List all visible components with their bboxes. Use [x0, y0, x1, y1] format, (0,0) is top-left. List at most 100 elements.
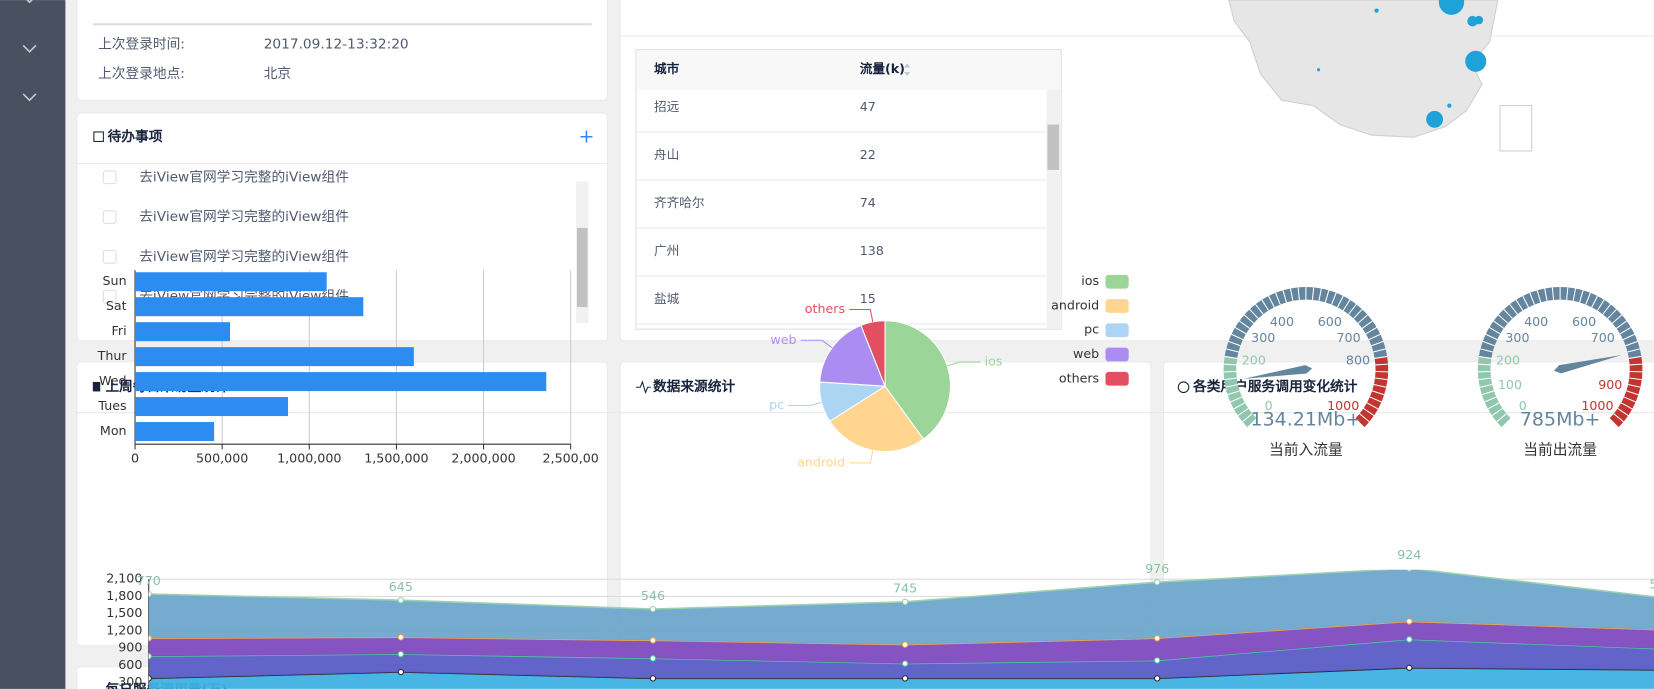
gauge-minor-tick	[1342, 299, 1351, 311]
panel-title: 数据来源统计	[653, 378, 736, 395]
gauge-minor-tick	[1234, 326, 1247, 335]
checkbox[interactable]	[102, 170, 117, 185]
y-tick-label: 1,500	[106, 605, 142, 620]
point	[397, 634, 405, 641]
gauge-minor-tick	[1627, 383, 1641, 388]
gauge-minor-tick	[1226, 348, 1239, 353]
gauge-minor-tick	[1227, 388, 1244, 396]
data-label: 560	[1649, 576, 1654, 591]
pie-label: ios	[985, 354, 1003, 369]
y-tick-label: Tues	[97, 398, 126, 413]
gauge-minor-tick	[1627, 348, 1640, 353]
map-inset	[1499, 105, 1533, 152]
todo-icon	[93, 131, 104, 142]
point	[148, 653, 152, 660]
gauge-minor-tick	[1359, 413, 1370, 423]
panel-icon	[1177, 381, 1190, 394]
point	[1154, 657, 1161, 664]
gauge-minor-tick	[1484, 396, 1497, 403]
legend-label: android	[1051, 297, 1099, 312]
panel-icon	[92, 381, 101, 392]
point	[1406, 664, 1413, 671]
point	[397, 668, 405, 676]
point	[397, 650, 405, 658]
gauge-minor-tick	[1602, 303, 1611, 315]
gauge-minor-tick	[1230, 396, 1243, 403]
gauge-minor-tick	[1515, 299, 1524, 311]
gauge-minor-tick	[1612, 320, 1627, 332]
y-tick-label: Sat	[106, 298, 127, 313]
sidebar-chevrons[interactable]	[22, 0, 37, 102]
gauge-minor-tick	[1622, 388, 1639, 396]
gauge-minor-tick	[1289, 288, 1294, 302]
y-tick-label: Thur	[97, 348, 128, 363]
checkbox[interactable]	[102, 289, 117, 304]
scroll-thumb[interactable]	[1047, 124, 1060, 170]
table-cell: 47	[860, 99, 876, 114]
point	[901, 675, 909, 682]
panel-title: 各类用户服务调用变化统计	[1192, 378, 1358, 395]
gauge-minor-tick	[1529, 292, 1535, 305]
label-line	[800, 339, 833, 349]
gauge-minor-tick	[1228, 340, 1241, 347]
legend-swatch[interactable]	[1105, 347, 1129, 362]
point	[1154, 675, 1161, 682]
legend-swatch[interactable]	[1105, 274, 1129, 289]
y-tick-label: 300	[118, 674, 142, 689]
point	[649, 637, 657, 644]
gauge-minor-tick	[1489, 326, 1501, 335]
gauge-minor-tick	[1485, 333, 1498, 341]
pie-slice	[819, 324, 886, 387]
gauge-minor-tick	[1503, 308, 1513, 319]
legend-swatch[interactable]	[1105, 323, 1129, 338]
sort-icon[interactable]	[904, 63, 911, 77]
gauge-minor-tick	[1613, 413, 1624, 423]
checkbox[interactable]	[102, 249, 117, 264]
todo-add[interactable]: +	[579, 126, 595, 148]
gauge-minor-tick	[1223, 363, 1237, 366]
gauge-minor-tick	[1478, 355, 1496, 360]
gauge-minor-tick	[1482, 340, 1495, 347]
gauge-minor-tick	[1268, 295, 1277, 312]
gauge-minor-tick	[1572, 288, 1577, 302]
gauge-tick-label: 200	[1242, 353, 1266, 368]
legend-label: ios	[1081, 273, 1099, 288]
info-label: 上次登录时间:	[98, 36, 185, 52]
point	[649, 675, 657, 682]
legend-swatch[interactable]	[1105, 371, 1129, 386]
gauge-minor-tick	[1622, 333, 1635, 341]
gauge-minor-tick	[1589, 295, 1598, 312]
legend-swatch[interactable]	[1105, 299, 1129, 313]
gauge-minor-tick	[1374, 377, 1388, 381]
gauge-minor-tick	[1282, 290, 1287, 303]
bar	[135, 272, 327, 292]
gauge-minor-tick	[1261, 299, 1270, 311]
point	[901, 660, 909, 667]
gauge-minor-tick	[1477, 363, 1491, 366]
data-label: 976	[1145, 561, 1169, 576]
checkbox[interactable]	[102, 210, 117, 224]
todo-item: 去iView官网学习完整的iView组件	[139, 249, 349, 265]
gauge-minor-tick	[1501, 415, 1515, 428]
gauge-minor-tick	[1480, 348, 1493, 353]
gauge-minor-tick	[1368, 333, 1381, 341]
pie-label: others	[805, 301, 845, 316]
info-value: 2017.09.12-13:32:20	[264, 36, 409, 52]
x-tick-label: 2,500,00	[543, 450, 599, 465]
gauge-minor-tick	[1607, 308, 1617, 319]
gauge-minor-tick	[1629, 377, 1642, 381]
gauge-tick-label: 800	[1346, 353, 1370, 368]
gauge-tick-label: 600	[1318, 314, 1342, 329]
gauge-minor-tick	[1275, 292, 1281, 305]
y-tick-label: Mon	[100, 423, 127, 438]
point	[649, 605, 657, 613]
gauge-minor-tick	[1233, 402, 1246, 410]
gauge-title: 当前出流量	[1523, 442, 1597, 459]
gauge-minor-tick	[1371, 340, 1384, 347]
scroll-thumb[interactable]	[577, 227, 588, 308]
gauge-tick-label: 0	[1265, 398, 1273, 413]
data-label: 745	[893, 581, 917, 596]
area	[148, 639, 1654, 679]
gauge-minor-tick	[1566, 287, 1569, 301]
data-label: 546	[641, 588, 665, 603]
